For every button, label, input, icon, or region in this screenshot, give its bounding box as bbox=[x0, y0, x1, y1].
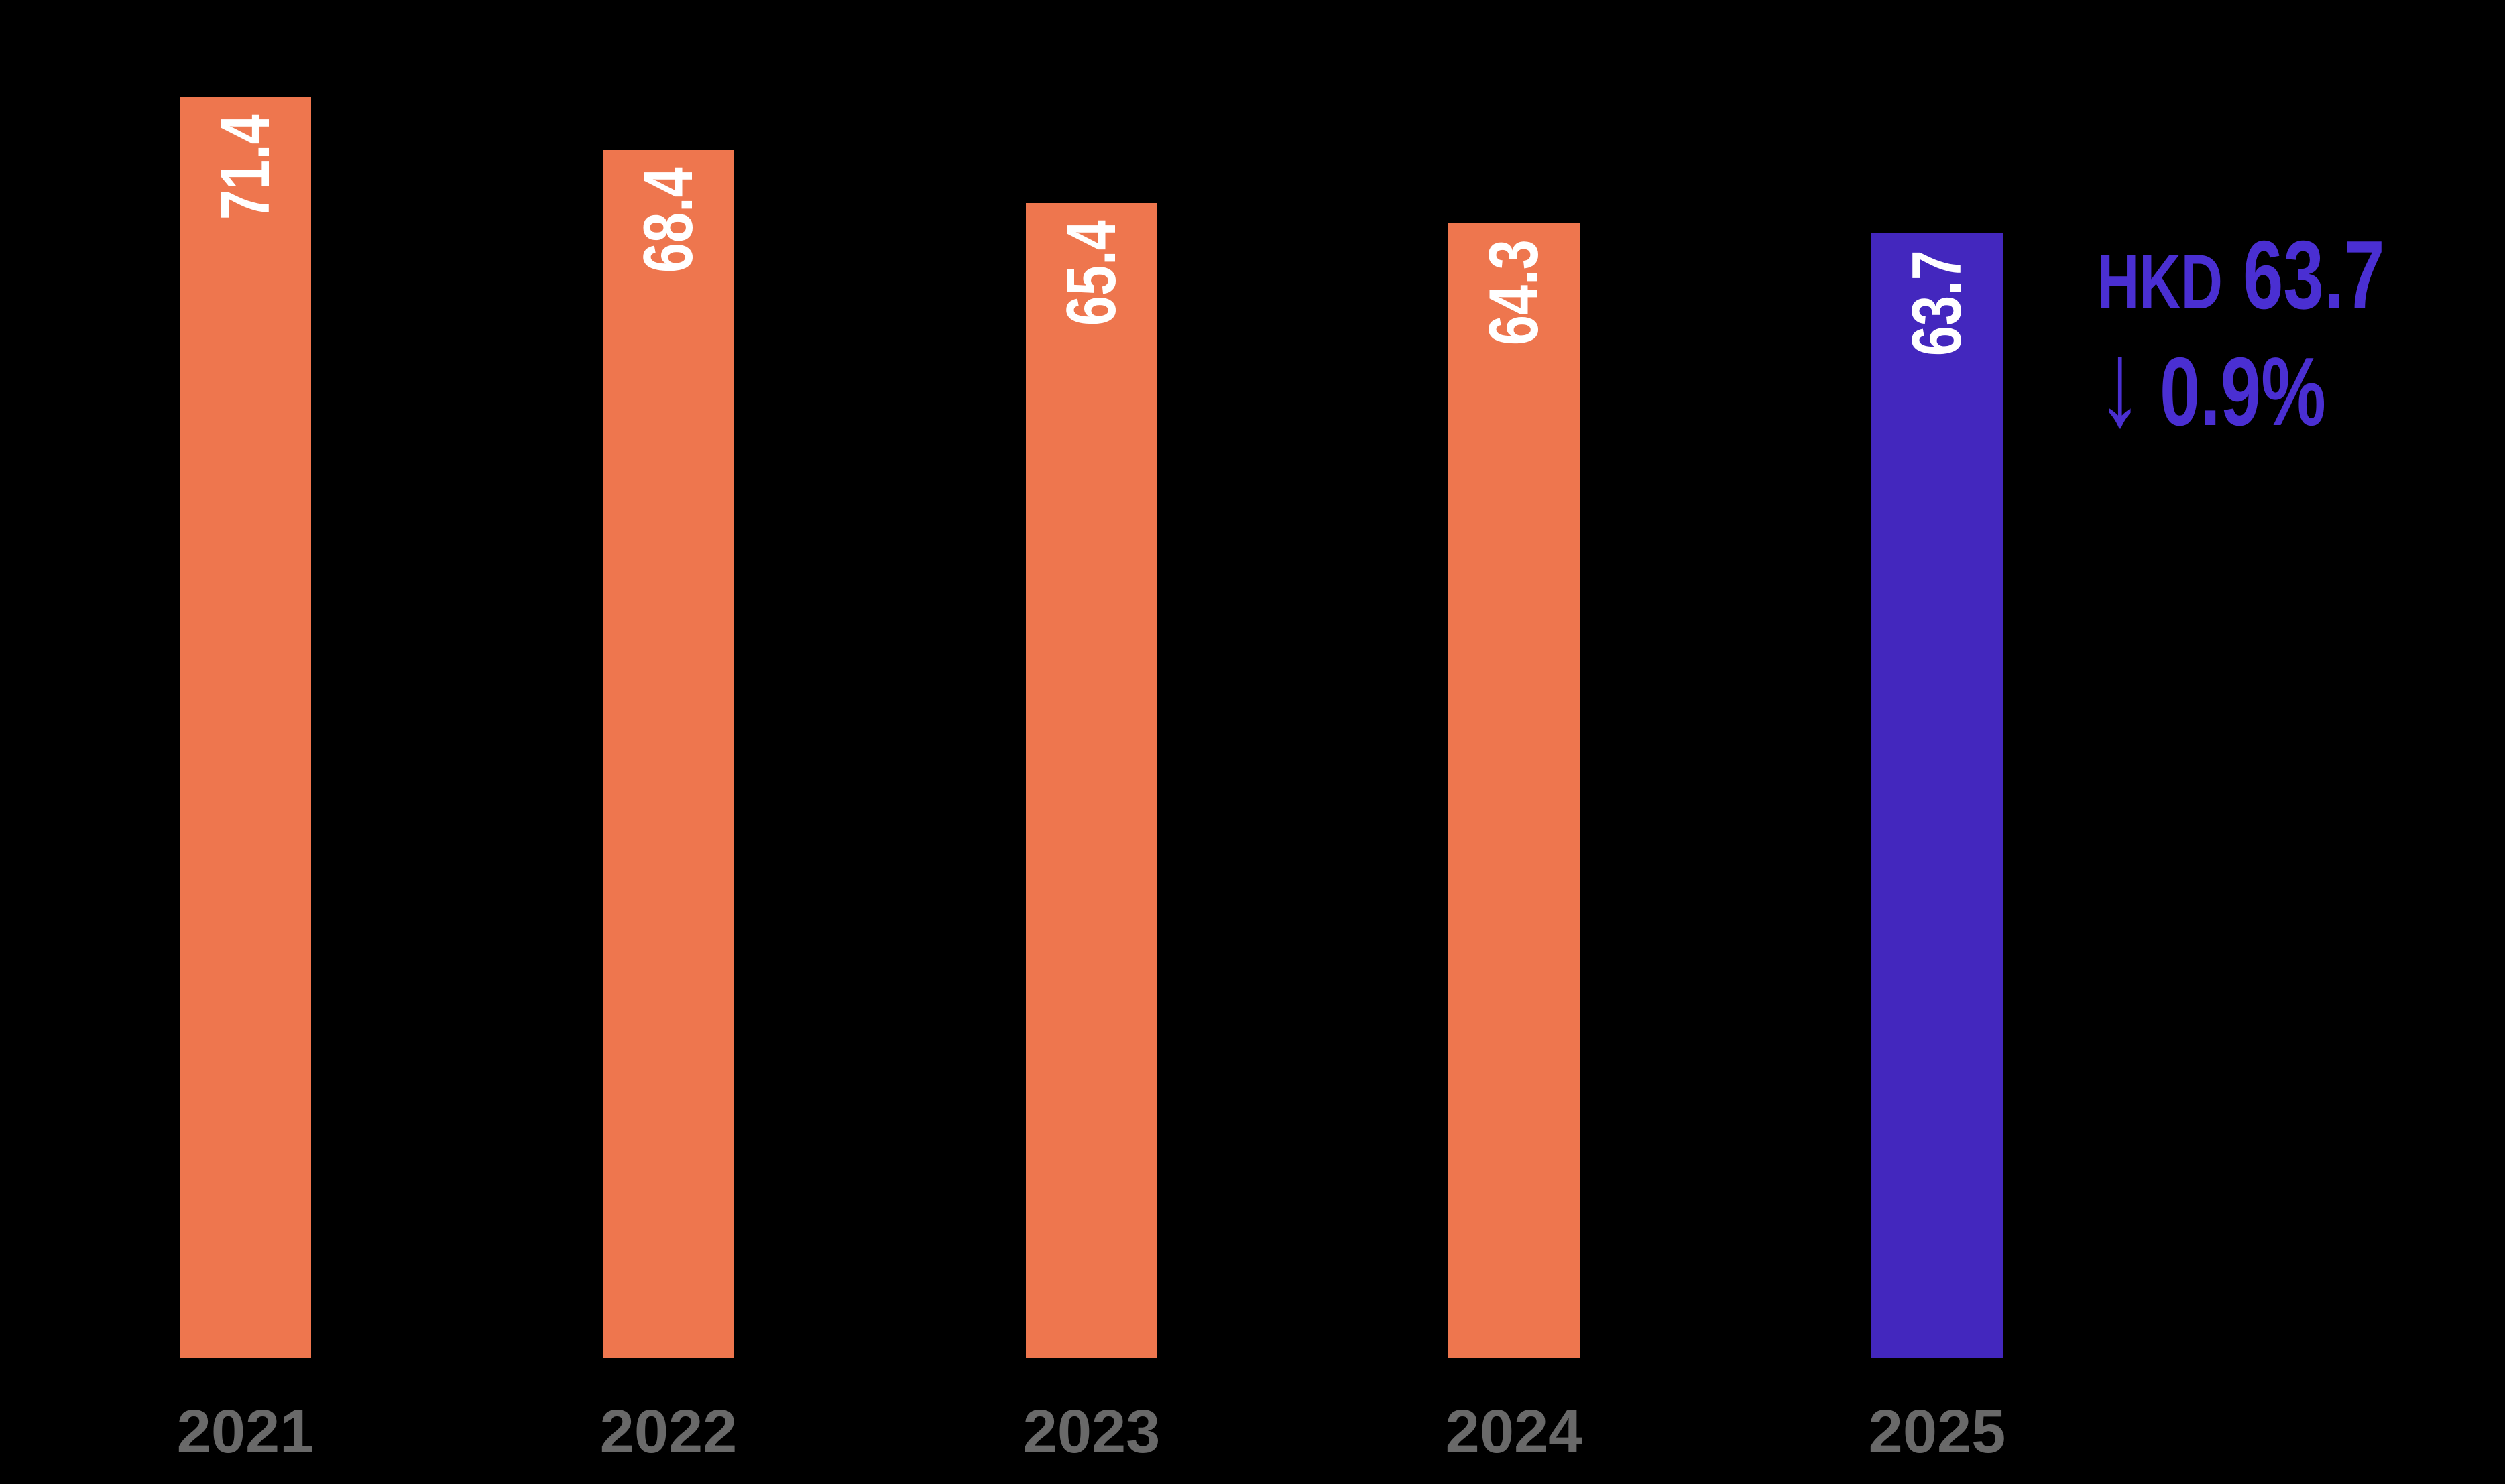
annotation-value-line: HKD 63.7 bbox=[2097, 227, 2385, 324]
bar-2021: 71.4 bbox=[180, 97, 311, 1358]
annotation-change-percent: 0.9% bbox=[2160, 337, 2326, 446]
latest-value-annotation: HKD 63.7 ↓ 0.9% bbox=[2097, 227, 2480, 444]
annotation-value: 63.7 bbox=[2242, 221, 2385, 329]
down-arrow-icon: ↓ bbox=[2097, 316, 2143, 451]
x-tick-label-2023: 2023 bbox=[1023, 1398, 1161, 1466]
x-tick-label-2022: 2022 bbox=[599, 1398, 738, 1466]
annotation-currency-label: HKD bbox=[2097, 239, 2223, 325]
x-tick-label-2021: 2021 bbox=[176, 1398, 314, 1466]
bar-value-label-2021: 71.4 bbox=[207, 114, 284, 221]
bar-2022: 68.4 bbox=[603, 150, 734, 1358]
annotation-change-line: ↓ 0.9% bbox=[2097, 324, 2385, 444]
bar-2023: 65.4 bbox=[1026, 203, 1157, 1358]
x-tick-label-2025: 2025 bbox=[1868, 1398, 2006, 1466]
bar-value-label-2022: 68.4 bbox=[630, 167, 707, 273]
bar-2024: 64.3 bbox=[1448, 223, 1580, 1358]
bar-value-label-2025: 63.7 bbox=[1898, 250, 1976, 357]
bar-value-label-2024: 64.3 bbox=[1475, 239, 1553, 346]
bar-2025: 63.7 bbox=[1871, 233, 2003, 1358]
bar-value-label-2023: 65.4 bbox=[1053, 220, 1130, 326]
x-tick-label-2024: 2024 bbox=[1445, 1398, 1583, 1466]
